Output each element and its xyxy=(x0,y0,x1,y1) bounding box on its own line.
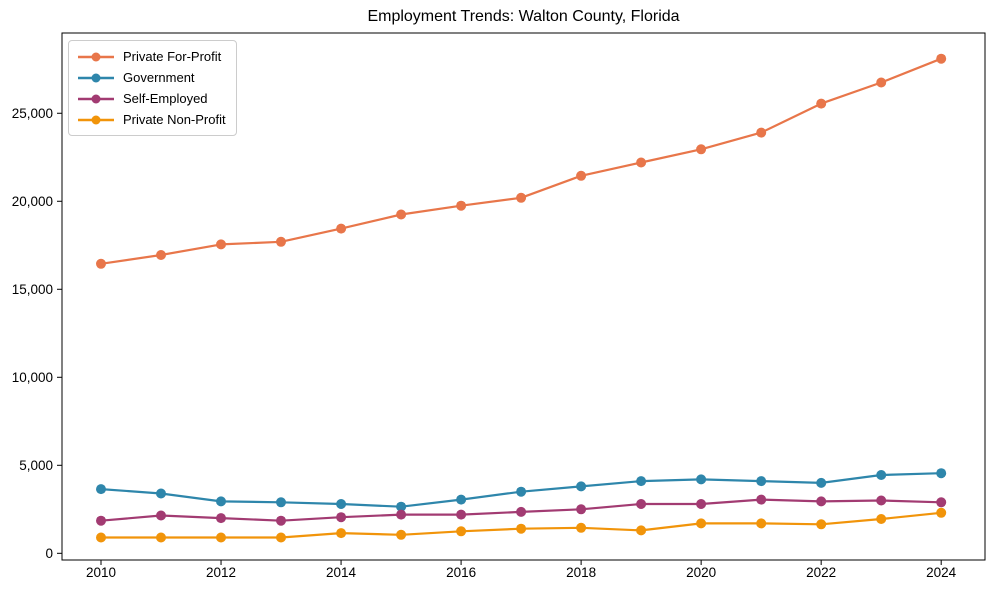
data-point xyxy=(456,494,467,505)
x-tick-label: 2016 xyxy=(446,565,476,580)
x-tick-label: 2024 xyxy=(926,565,957,580)
data-point xyxy=(636,476,647,487)
data-point xyxy=(756,518,767,529)
legend-entry-self-employed: Self-Employed xyxy=(78,88,226,109)
x-tick-label: 2018 xyxy=(566,565,596,580)
y-tick-label: 0 xyxy=(45,546,53,561)
legend-label: Government xyxy=(123,70,195,85)
x-tick-label: 2022 xyxy=(806,565,836,580)
legend-entry-private-non-profit: Private Non-Profit xyxy=(78,109,226,130)
data-point xyxy=(336,512,347,523)
data-point xyxy=(936,497,947,508)
legend-label: Private Non-Profit xyxy=(123,112,226,127)
data-point xyxy=(756,494,767,505)
data-point xyxy=(456,509,467,520)
data-point xyxy=(276,532,286,543)
data-point xyxy=(936,468,947,479)
data-point xyxy=(276,515,286,526)
data-point xyxy=(456,526,467,537)
legend-marker-icon xyxy=(78,73,114,82)
data-point xyxy=(516,506,527,517)
data-point xyxy=(576,504,587,515)
data-point xyxy=(156,250,166,260)
data-point xyxy=(216,513,226,524)
data-point xyxy=(576,522,587,533)
data-point xyxy=(96,258,106,269)
data-point xyxy=(516,486,527,497)
data-point xyxy=(156,488,166,499)
data-point xyxy=(876,495,887,506)
data-point xyxy=(156,532,166,543)
data-point xyxy=(216,239,226,250)
data-point xyxy=(576,481,587,492)
data-point xyxy=(816,98,827,109)
data-point xyxy=(96,484,106,495)
data-point xyxy=(696,518,707,529)
data-point xyxy=(696,499,707,509)
x-tick-label: 2014 xyxy=(326,565,357,580)
x-tick-label: 2010 xyxy=(86,565,116,580)
data-point xyxy=(876,514,887,524)
data-point xyxy=(516,523,527,534)
data-point xyxy=(936,507,947,518)
y-tick-label: 10,000 xyxy=(12,370,53,385)
data-point xyxy=(876,77,887,88)
data-point xyxy=(816,519,827,530)
plot-frame xyxy=(61,32,986,561)
data-point xyxy=(516,192,527,203)
data-point xyxy=(336,499,347,509)
y-tick-label: 25,000 xyxy=(12,106,53,121)
data-point xyxy=(96,532,106,543)
data-point xyxy=(96,515,106,526)
data-point xyxy=(396,509,407,520)
data-point xyxy=(456,200,467,211)
data-point xyxy=(336,223,347,234)
data-point xyxy=(276,497,286,508)
x-tick-label: 2012 xyxy=(206,565,236,580)
chart-title: Employment Trends: Walton County, Florid… xyxy=(367,8,680,25)
legend: Private For-Profit Government Self-Employe… xyxy=(68,40,237,136)
data-point xyxy=(636,157,647,168)
data-point xyxy=(276,236,286,247)
legend-marker-icon xyxy=(78,94,114,103)
data-point xyxy=(216,532,226,543)
legend-label: Private For-Profit xyxy=(123,49,222,64)
data-point xyxy=(156,510,166,521)
data-point xyxy=(216,496,226,507)
data-point xyxy=(636,525,647,536)
data-point xyxy=(396,501,407,512)
data-point xyxy=(336,528,347,539)
data-point xyxy=(696,474,707,485)
y-tick-label: 15,000 xyxy=(12,282,53,297)
legend-marker-icon xyxy=(78,115,114,124)
data-point xyxy=(816,477,827,488)
data-point xyxy=(756,476,767,487)
data-point xyxy=(696,144,707,155)
x-tick-label: 2020 xyxy=(686,565,716,580)
data-point xyxy=(396,529,407,540)
data-point xyxy=(936,53,947,64)
data-point xyxy=(756,127,767,138)
y-tick-label: 5,000 xyxy=(19,458,53,473)
data-point xyxy=(576,170,587,181)
y-tick-label: 20,000 xyxy=(12,194,53,209)
legend-entry-private-for-profit: Private For-Profit xyxy=(78,46,226,67)
data-point xyxy=(636,499,647,509)
data-point xyxy=(816,496,827,507)
data-point xyxy=(876,470,887,480)
legend-entry-government: Government xyxy=(78,67,226,88)
legend-label: Self-Employed xyxy=(123,91,208,106)
data-point xyxy=(396,209,407,220)
legend-marker-icon xyxy=(78,52,114,61)
